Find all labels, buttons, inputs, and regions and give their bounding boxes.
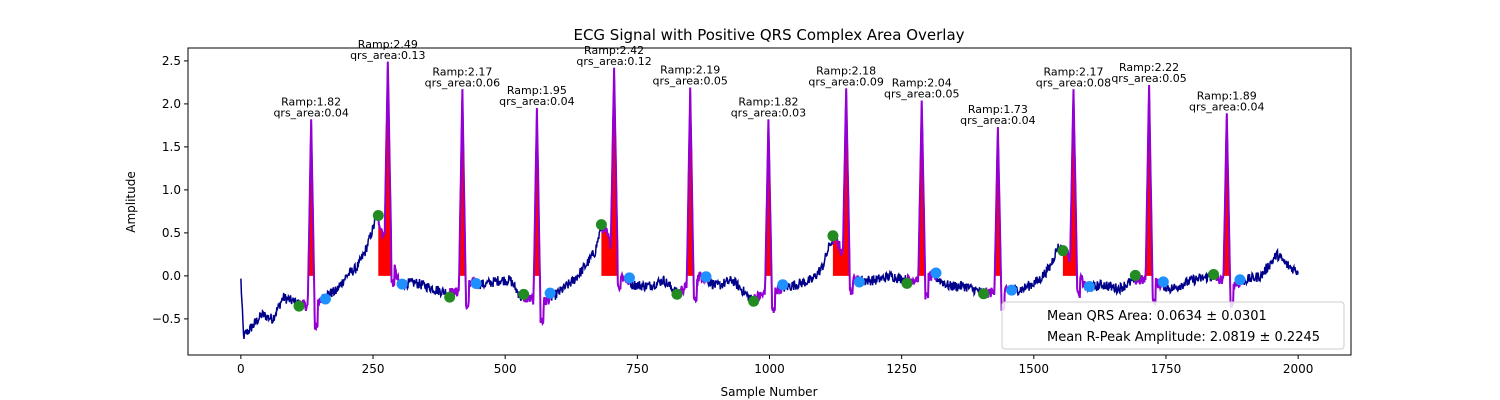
qrs-onset-marker-10 (978, 288, 990, 300)
qrs-offset-marker-7 (777, 279, 789, 291)
x-axis-ticks: 0 250 500 750 1000 1250 1500 1750 2000 (237, 355, 1313, 376)
legend: Mean QRS Area: 0.0634 ± 0.0301 Mean R-Pe… (1001, 301, 1345, 350)
qrs-area-label-5: qrs_area:0.12 (576, 55, 651, 68)
y-tick-label-2: 0.5 (162, 226, 181, 240)
qrs-area-label-11: qrs_area:0.08 (1036, 76, 1111, 89)
qrs-offset-marker-4 (544, 287, 556, 299)
y-tick-label-1: 0.0 (162, 269, 181, 283)
qrs-segment-4 (522, 108, 552, 327)
qrs-offset-marker-3 (470, 278, 482, 290)
x-axis-label: Sample Number (720, 385, 817, 399)
qrs-offset-marker-13 (1234, 274, 1246, 286)
qrs-area-fill-3 (449, 89, 477, 276)
qrs-onset-marker-5 (595, 219, 607, 231)
qrs-onset-marker-11 (1057, 245, 1069, 257)
qrs-area-label-3: qrs_area:0.06 (425, 76, 500, 89)
qrs-offset-marker-10 (1006, 284, 1018, 296)
qrs-onset-marker-2 (372, 210, 384, 222)
marker-layer (293, 210, 1246, 312)
qrs-area-fill-12 (1135, 85, 1164, 276)
qrs-onset-marker-6 (671, 288, 683, 300)
qrs-area-label-9: qrs_area:0.05 (884, 87, 959, 100)
qrs-area-fill-4 (523, 108, 551, 276)
qrs-area-label-6: qrs_area:0.05 (652, 75, 727, 88)
r-amplitude-label-13: Ramp:1.89 (1197, 89, 1257, 102)
qrs-area-fill-13 (1213, 113, 1240, 276)
r-amplitude-label-8: Ramp:2.18 (816, 64, 876, 77)
qrs-onset-marker-7 (748, 295, 760, 307)
r-amplitude-label-7: Ramp:1.82 (738, 95, 798, 108)
qrs-area-label-4: qrs_area:0.04 (499, 95, 574, 108)
r-amplitude-label-9: Ramp:2.04 (892, 76, 952, 89)
y-axis-ticks: −0.5 0.0 0.5 1.0 1.5 2.0 2.5 (152, 54, 188, 326)
qrs-area-label-1: qrs_area:0.04 (273, 106, 348, 119)
r-amplitude-label-11: Ramp:2.17 (1043, 65, 1103, 78)
x-tick-label-7: 1750 (1151, 362, 1182, 376)
x-tick-label-1: 250 (362, 362, 385, 376)
qrs-offset-marker-2 (396, 278, 408, 290)
qrs-onset-marker-8 (827, 230, 839, 242)
r-amplitude-label-5: Ramp:2.42 (584, 44, 644, 57)
y-tick-label-0: −0.5 (152, 312, 181, 326)
legend-entry-qrs-area: Mean QRS Area: 0.0634 ± 0.0301 (1047, 309, 1267, 324)
qrs-onset-marker-12 (1129, 269, 1141, 281)
qrs-area-label-7: qrs_area:0.03 (731, 106, 806, 119)
r-amplitude-label-10: Ramp:1.73 (968, 103, 1028, 116)
qrs-area-label-2: qrs_area:0.13 (350, 49, 425, 62)
qrs-area-label-8: qrs_area:0.09 (808, 75, 883, 88)
qrs-area-fill-7 (753, 119, 783, 276)
r-amplitude-label-4: Ramp:1.95 (507, 84, 567, 97)
qrs-offset-marker-12 (1157, 276, 1169, 288)
qrs-area-fill-9 (906, 100, 936, 276)
qrs-offset-marker-8 (853, 276, 865, 288)
y-tick-label-3: 1.0 (162, 183, 181, 197)
r-amplitude-label-1: Ramp:1.82 (281, 95, 341, 108)
qrs-offset-marker-6 (700, 271, 712, 283)
x-tick-label-3: 750 (626, 362, 649, 376)
legend-entry-r-amplitude: Mean R-Peak Amplitude: 2.0819 ± 0.2245 (1047, 330, 1320, 345)
qrs-onset-marker-1 (293, 300, 305, 312)
qrs-onset-marker-13 (1208, 268, 1220, 280)
y-axis-label: Amplitude (124, 171, 138, 233)
qrs-offset-marker-9 (930, 267, 942, 279)
qrs-onset-marker-4 (518, 288, 530, 300)
x-tick-label-6: 1500 (1019, 362, 1050, 376)
x-tick-label-5: 1250 (886, 362, 917, 376)
y-tick-label-6: 2.5 (162, 54, 181, 68)
qrs-segment-2 (377, 61, 403, 287)
x-tick-label-8: 2000 (1283, 362, 1314, 376)
x-tick-label-4: 1000 (754, 362, 785, 376)
qrs-area-label-13: qrs_area:0.04 (1189, 100, 1264, 113)
qrs-area-fill-10 (983, 127, 1012, 276)
qrs-offset-marker-5 (623, 272, 635, 284)
qrs-segment-8 (831, 88, 860, 295)
x-tick-label-2: 500 (494, 362, 517, 376)
r-amplitude-label-3: Ramp:2.17 (432, 65, 492, 78)
r-amplitude-label-12: Ramp:2.22 (1119, 61, 1179, 74)
y-tick-label-5: 2.0 (162, 97, 181, 111)
chart-title: ECG Signal with Positive QRS Complex Are… (573, 26, 964, 44)
qrs-offset-marker-11 (1083, 280, 1095, 292)
r-amplitude-label-6: Ramp:2.19 (660, 64, 720, 77)
y-tick-label-4: 1.5 (162, 140, 181, 154)
qrs-offset-marker-1 (319, 293, 331, 305)
x-tick-label-0: 0 (237, 362, 245, 376)
qrs-onset-marker-3 (444, 291, 456, 303)
qrs-onset-marker-9 (901, 277, 913, 289)
qrs-area-label-12: qrs_area:0.05 (1111, 72, 1186, 85)
qrs-segment-9 (905, 100, 937, 300)
legend-box (1001, 301, 1345, 350)
qrs-area-label-10: qrs_area:0.04 (960, 114, 1035, 127)
qrs-area-fill-8 (832, 88, 860, 276)
